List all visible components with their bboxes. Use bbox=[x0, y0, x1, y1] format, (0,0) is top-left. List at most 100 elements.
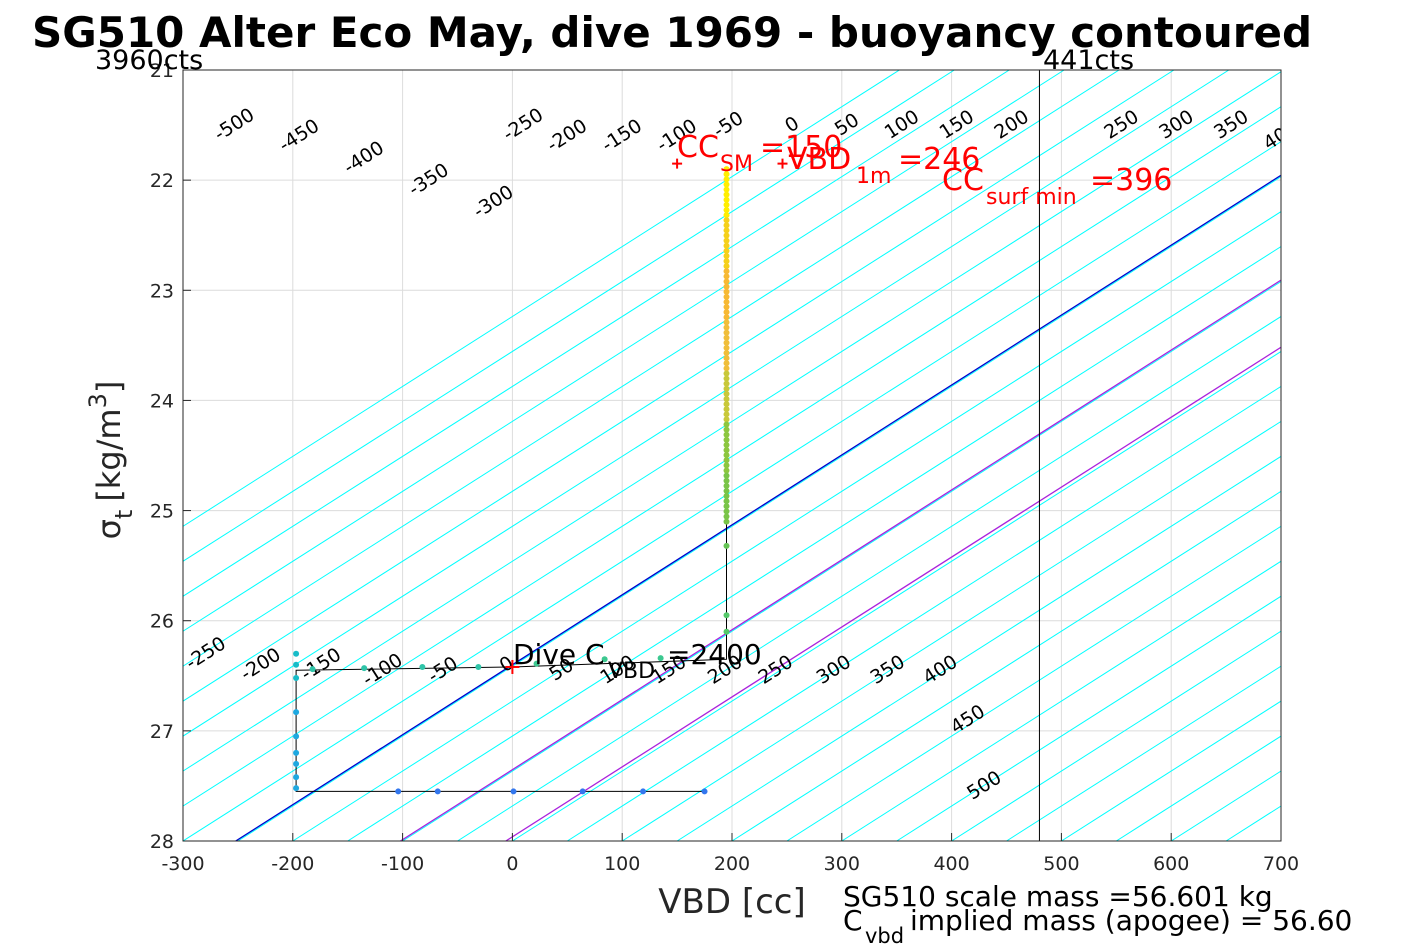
cc-sm-sub: SM bbox=[720, 152, 753, 177]
contour-line bbox=[183, 71, 1281, 772]
contour-line bbox=[183, 141, 1281, 841]
markers bbox=[505, 158, 788, 674]
data-point bbox=[723, 314, 730, 321]
contour-line bbox=[896, 595, 1281, 841]
x-tick-label: 0 bbox=[506, 853, 518, 875]
y-tick-label: 26 bbox=[150, 611, 174, 633]
data-point bbox=[723, 263, 730, 270]
data-point bbox=[723, 212, 730, 219]
data-point bbox=[657, 655, 664, 662]
contour-line bbox=[731, 490, 1281, 841]
data-point bbox=[723, 201, 730, 208]
data-point bbox=[723, 385, 730, 392]
data-point bbox=[723, 360, 730, 367]
data-point bbox=[293, 760, 300, 767]
chart-title: SG510 Alter Eco May, dive 1969 - buoyanc… bbox=[32, 8, 1312, 57]
contour-line bbox=[567, 385, 1281, 841]
data-point bbox=[723, 375, 730, 382]
data-point bbox=[723, 472, 730, 479]
contour-line bbox=[402, 280, 1281, 841]
data-point bbox=[723, 334, 730, 341]
data-point bbox=[723, 457, 730, 464]
data-point bbox=[723, 462, 730, 469]
data-point bbox=[293, 749, 300, 756]
y-label-unit: [kg/m bbox=[90, 408, 128, 501]
data-point bbox=[701, 788, 708, 795]
vbd-sm-line bbox=[400, 279, 1281, 841]
data-point bbox=[723, 350, 730, 357]
right-count-label: 441cts bbox=[1043, 45, 1134, 76]
data-point bbox=[723, 518, 730, 525]
data-point bbox=[723, 288, 730, 295]
data-point bbox=[723, 365, 730, 372]
data-point bbox=[293, 785, 300, 792]
contour-line bbox=[183, 70, 900, 527]
data-point bbox=[723, 304, 730, 311]
data-point bbox=[510, 788, 517, 795]
data-point bbox=[293, 661, 300, 668]
data-point bbox=[723, 268, 730, 275]
data-point bbox=[601, 656, 608, 663]
data-point bbox=[723, 355, 730, 362]
cc-sm-main: CC bbox=[677, 130, 719, 165]
cc-surf-main: CC bbox=[942, 163, 984, 198]
contour-line bbox=[183, 70, 1230, 737]
data-point bbox=[723, 191, 730, 198]
vbd-1m-line bbox=[505, 346, 1281, 841]
data-point bbox=[723, 426, 730, 433]
cc-surf-value: =396 bbox=[1090, 163, 1172, 198]
data-point bbox=[361, 665, 368, 672]
x-axis-label: VBD [cc] bbox=[658, 882, 806, 922]
y-tick-label: 22 bbox=[150, 170, 174, 192]
data-point bbox=[723, 196, 730, 203]
y-label-sub: t bbox=[110, 510, 138, 519]
x-tick-label: 600 bbox=[1153, 853, 1189, 875]
y-tick-label: 23 bbox=[150, 280, 174, 302]
data-point bbox=[293, 709, 300, 716]
contour-line bbox=[1061, 700, 1281, 841]
x-ticks: -300 -200 -100 0 100 200 300 400 500 600 700 bbox=[161, 833, 1299, 875]
data-point bbox=[640, 788, 647, 795]
contour-line bbox=[457, 315, 1281, 841]
contour-line bbox=[1006, 665, 1281, 841]
dive-path bbox=[295, 169, 727, 792]
data-point bbox=[723, 498, 730, 505]
y-tick-label: 28 bbox=[150, 831, 174, 853]
contour-line bbox=[512, 350, 1281, 841]
data-point bbox=[723, 542, 730, 549]
left-count-label: 3960cts bbox=[95, 45, 203, 76]
data-point bbox=[723, 324, 730, 331]
data-point bbox=[723, 278, 730, 285]
data-point bbox=[293, 774, 300, 781]
data-point bbox=[723, 441, 730, 448]
contour-line bbox=[621, 420, 1281, 841]
dive-marker bbox=[505, 659, 520, 674]
x-tick-label: -200 bbox=[271, 853, 314, 875]
data-point bbox=[723, 186, 730, 193]
data-point bbox=[723, 222, 730, 229]
data-point bbox=[723, 390, 730, 397]
implied-rest: implied mass (apogee) = 56.60 bbox=[910, 904, 1352, 937]
data-point bbox=[475, 663, 482, 670]
data-point bbox=[723, 298, 730, 305]
contour-lines bbox=[183, 70, 1281, 841]
x-tick-label: -300 bbox=[161, 853, 204, 875]
dive-cvbd-annotation: Dive C VBD =2400 bbox=[513, 638, 762, 684]
data-point bbox=[723, 227, 730, 234]
data-point bbox=[723, 467, 730, 474]
x-tick-label: 400 bbox=[933, 853, 969, 875]
reference-lines bbox=[235, 174, 1281, 841]
contour-line bbox=[183, 106, 1281, 807]
data-point bbox=[723, 329, 730, 336]
data-point bbox=[723, 273, 730, 280]
data-point bbox=[293, 733, 300, 740]
dive-main: Dive C bbox=[513, 638, 605, 671]
data-point bbox=[723, 416, 730, 423]
implied-sub: vbd bbox=[865, 924, 904, 945]
data-point bbox=[723, 628, 730, 635]
data-point bbox=[723, 293, 730, 300]
vbd-1m-main: VBD bbox=[787, 142, 851, 177]
cc-surf-sub: surf min bbox=[986, 185, 1077, 210]
contour-line bbox=[183, 70, 1175, 702]
